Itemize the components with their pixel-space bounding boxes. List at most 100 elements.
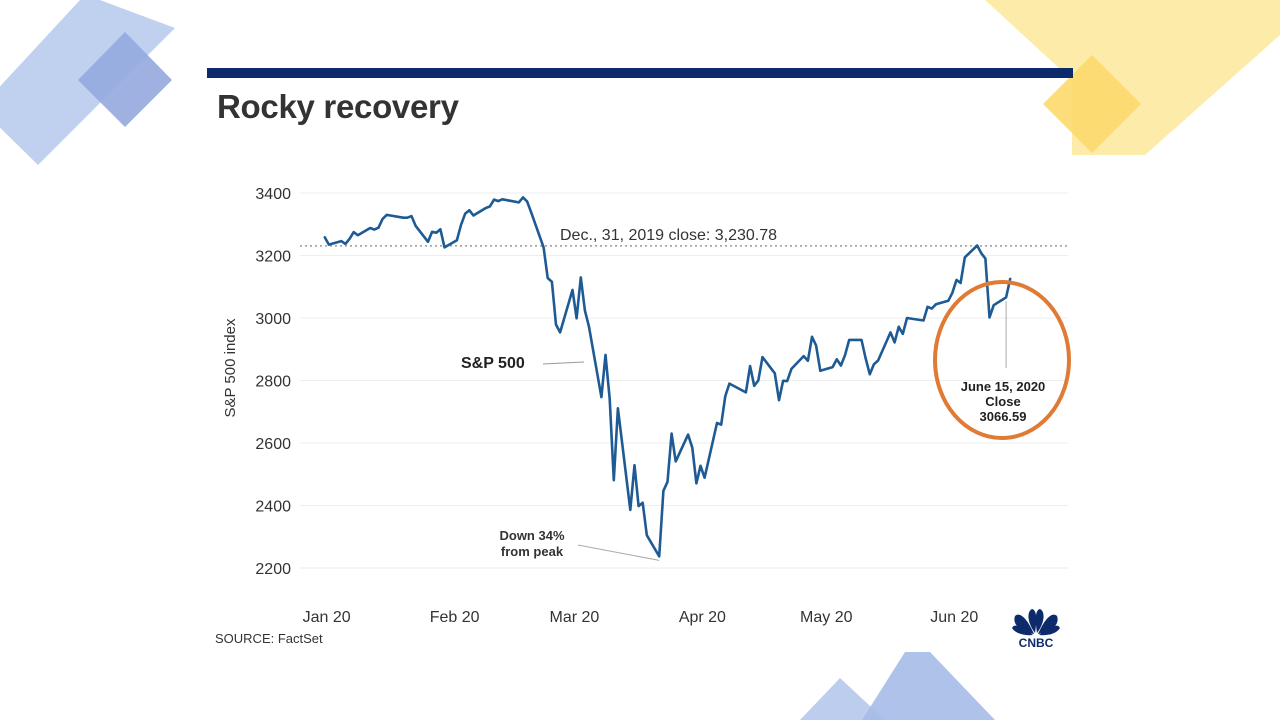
- cnbc-logo-text: CNBC: [1019, 636, 1054, 650]
- y-tick-label: 2600: [255, 436, 291, 453]
- data-point: [385, 214, 388, 216]
- data-point: [456, 239, 458, 242]
- y-tick-label: 3000: [255, 311, 291, 328]
- data-point: [472, 214, 475, 217]
- data-point: [323, 236, 326, 239]
- data-point: [356, 234, 359, 237]
- data-point: [381, 218, 384, 220]
- data-point: [864, 357, 867, 360]
- data-point: [410, 215, 413, 218]
- data-point: [786, 380, 789, 382]
- data-point: [348, 238, 351, 240]
- series-points: [323, 196, 1012, 558]
- data-point: [699, 464, 702, 467]
- data-point: [662, 489, 665, 492]
- data-point: [637, 505, 640, 507]
- data-point: [687, 433, 689, 436]
- data-point: [526, 200, 528, 203]
- x-tick-label: Jan 20: [303, 609, 351, 626]
- data-point: [703, 476, 706, 479]
- data-point: [984, 257, 987, 260]
- annotation-june-15: June 15, 2020 Close 3066.59: [933, 280, 1071, 440]
- data-point: [493, 198, 495, 201]
- data-point: [963, 256, 966, 259]
- data-point: [893, 341, 896, 344]
- data-point: [877, 359, 879, 362]
- y-axis-label: S&P 500 index: [222, 318, 239, 417]
- june-15-highlight-circle: [933, 280, 1071, 440]
- data-point: [720, 423, 723, 426]
- data-point: [728, 382, 731, 385]
- data-point: [848, 339, 851, 341]
- source-note: SOURCE: FactSet: [215, 631, 323, 646]
- data-point: [926, 305, 929, 308]
- data-point: [522, 196, 524, 199]
- data-point: [559, 331, 561, 334]
- data-point: [782, 379, 784, 382]
- data-point: [530, 211, 533, 214]
- data-point: [468, 209, 471, 212]
- data-point: [807, 359, 809, 362]
- data-point: [1009, 278, 1012, 280]
- data-point: [753, 384, 756, 387]
- y-tick-label: 3200: [255, 249, 291, 266]
- decor-yellow-diamond: [985, 0, 1280, 155]
- y-tick-label: 3400: [255, 186, 291, 203]
- data-point: [922, 319, 925, 322]
- data-point: [658, 555, 661, 558]
- x-tick-label: Apr 20: [679, 609, 726, 626]
- june-15-date: June 15, 2020: [961, 379, 1046, 394]
- data-point: [584, 309, 586, 312]
- data-point: [460, 224, 462, 226]
- data-point: [489, 205, 491, 208]
- june-15-close-value: 3066.59: [980, 409, 1027, 424]
- decor-yellow-diamond-dark: [1043, 55, 1141, 153]
- decor-blue-diamonds-bottom: [800, 652, 995, 720]
- data-point: [757, 379, 760, 382]
- data-point: [670, 432, 673, 435]
- x-tick-label: May 20: [800, 609, 853, 626]
- trough-leader-line: [577, 544, 660, 561]
- data-point: [778, 399, 780, 402]
- data-point: [464, 212, 467, 215]
- data-point: [588, 325, 590, 328]
- reference-line-label: Dec., 31, 2019 close: 3,230.78: [560, 227, 777, 244]
- data-point: [831, 366, 834, 368]
- y-axis-ticks: 3400 3200 3000 2800 2600 2400 2200: [255, 186, 291, 578]
- data-point: [761, 356, 764, 358]
- data-point: [604, 354, 607, 356]
- data-point: [716, 422, 718, 424]
- data-point: [959, 282, 962, 284]
- data-point: [641, 501, 644, 504]
- data-point: [860, 339, 863, 341]
- data-point: [815, 344, 817, 347]
- data-point: [980, 252, 983, 255]
- data-point: [402, 216, 405, 219]
- data-point: [629, 509, 632, 511]
- data-point: [935, 303, 937, 306]
- data-point: [328, 243, 330, 246]
- data-point: [897, 325, 900, 328]
- sp500-series-label: S&P 500: [461, 355, 525, 372]
- data-point: [571, 289, 574, 291]
- data-point: [414, 224, 417, 227]
- chart-title: Rocky recovery: [217, 88, 459, 125]
- annotation-trough: Down 34% from peak: [499, 528, 660, 561]
- data-point: [546, 277, 549, 279]
- data-point: [517, 201, 520, 204]
- x-tick-label: Feb 20: [430, 609, 480, 626]
- data-point: [612, 479, 615, 482]
- data-point: [1005, 296, 1007, 299]
- chart-header-band: [207, 68, 1073, 78]
- y-tick-label: 2800: [255, 374, 291, 391]
- data-point: [645, 534, 648, 537]
- data-point: [988, 316, 991, 319]
- decor-yellow-diamonds-top-right: [985, 0, 1280, 155]
- data-point: [406, 216, 409, 219]
- data-point: [745, 391, 747, 394]
- data-point: [868, 373, 871, 376]
- x-tick-label: Jun 20: [930, 609, 978, 626]
- data-point: [617, 407, 619, 410]
- data-point: [431, 230, 433, 233]
